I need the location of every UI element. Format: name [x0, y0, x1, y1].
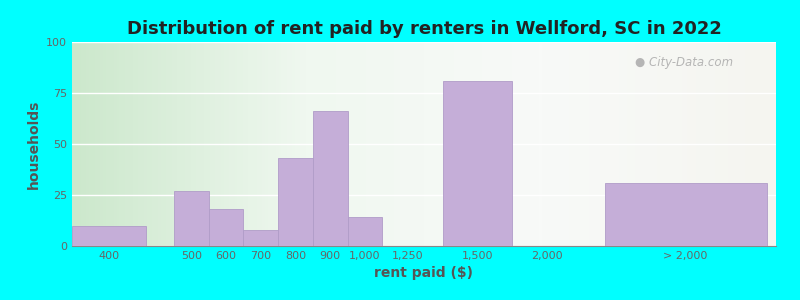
- Text: ● City-Data.com: ● City-Data.com: [635, 56, 734, 69]
- Bar: [347, 218, 382, 246]
- Bar: [243, 230, 278, 246]
- Bar: [313, 111, 347, 246]
- Bar: [174, 191, 209, 246]
- Bar: [209, 209, 243, 246]
- Bar: [442, 81, 512, 246]
- Bar: [605, 183, 766, 246]
- Bar: [72, 226, 146, 246]
- Bar: [278, 158, 313, 246]
- Title: Distribution of rent paid by renters in Wellford, SC in 2022: Distribution of rent paid by renters in …: [126, 20, 722, 38]
- X-axis label: rent paid ($): rent paid ($): [374, 266, 474, 280]
- Y-axis label: households: households: [26, 99, 41, 189]
